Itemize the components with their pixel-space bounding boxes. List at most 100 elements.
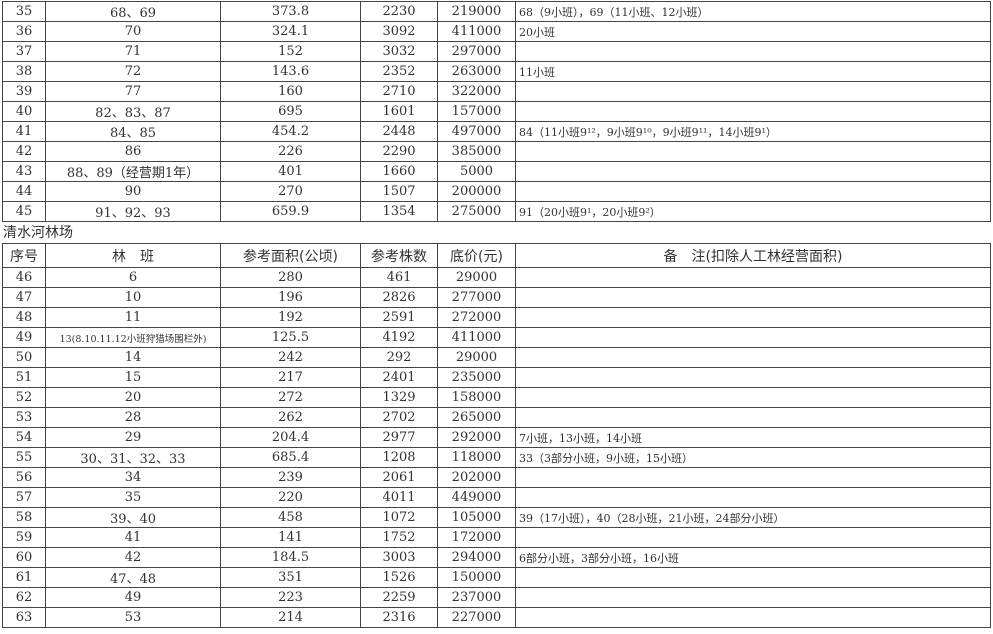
cell-area: 192 (220, 307, 361, 328)
cell-lot: 15 (45, 367, 221, 388)
cell-notes (515, 407, 991, 428)
cell-count: 4192 (360, 327, 438, 348)
table-row: 59 41 141 1752 172000 (2, 527, 991, 548)
cell-price: 275000 (437, 201, 516, 222)
forest-lots-table-part1: 35 68、69 373.8 2230 219000 68（9小班），69（11小班、12… (2, 1, 991, 222)
cell-index: 63 (2, 607, 46, 628)
table-row: 50 14 242 292 29000 (2, 347, 991, 368)
cell-count: 2401 (360, 367, 438, 388)
header-notes: 备 注(扣除人工林经营面积) (515, 243, 991, 268)
cell-count: 1329 (360, 387, 438, 408)
cell-lot: 28 (45, 407, 221, 428)
cell-lot: 30、31、32、33 (45, 447, 221, 468)
cell-count: 1507 (360, 181, 438, 202)
cell-index: 54 (2, 427, 46, 448)
header-lot: 林 班 (45, 243, 221, 268)
cell-price: 157000 (437, 101, 516, 122)
cell-index: 47 (2, 287, 46, 308)
cell-lot: 10 (45, 287, 221, 308)
cell-lot: 13(8.10.11.12小班狩猎场围栏外) (45, 327, 221, 348)
cell-index: 57 (2, 487, 46, 508)
cell-area: 196 (220, 287, 361, 308)
cell-area: 351 (220, 567, 361, 588)
cell-notes: 39（17小班），40（28小班，21小班，24部分小班） (515, 507, 991, 528)
cell-price: 29000 (437, 347, 516, 368)
cell-count: 1601 (360, 101, 438, 122)
cell-lot: 91、92、93 (45, 201, 221, 222)
cell-area: 280 (220, 267, 361, 288)
cell-lot: 6 (45, 267, 221, 288)
cell-price: 219000 (437, 1, 516, 22)
table-row: 63 53 214 2316 227000 (2, 607, 991, 628)
cell-notes (515, 267, 991, 288)
cell-notes (515, 487, 991, 508)
table-row: 52 20 272 1329 158000 (2, 387, 991, 408)
cell-index: 43 (2, 161, 46, 182)
cell-price: 294000 (437, 547, 516, 568)
cell-lot: 70 (45, 21, 221, 42)
cell-count: 1072 (360, 507, 438, 528)
cell-count: 1526 (360, 567, 438, 588)
cell-area: 659.9 (220, 201, 361, 222)
header-area: 参考面积(公顷) (220, 243, 361, 268)
cell-lot: 35 (45, 487, 221, 508)
cell-count: 461 (360, 267, 438, 288)
cell-index: 36 (2, 21, 46, 42)
cell-notes (515, 527, 991, 548)
cell-notes (515, 467, 991, 488)
table-row: 53 28 262 2702 265000 (2, 407, 991, 428)
cell-lot: 84、85 (45, 121, 221, 142)
cell-notes (515, 141, 991, 162)
cell-index: 60 (2, 547, 46, 568)
cell-price: 202000 (437, 467, 516, 488)
cell-price: 277000 (437, 287, 516, 308)
cell-index: 50 (2, 347, 46, 368)
cell-price: 150000 (437, 567, 516, 588)
cell-index: 53 (2, 407, 46, 428)
table-row: 57 35 220 4011 449000 (2, 487, 991, 508)
cell-index: 44 (2, 181, 46, 202)
cell-area: 141 (220, 527, 361, 548)
cell-index: 42 (2, 141, 46, 162)
table-row: 41 84、85 454.2 2448 497000 84（11小班9¹²，9小班9¹⁰，… (2, 121, 991, 142)
cell-price: 118000 (437, 447, 516, 468)
cell-notes (515, 347, 991, 368)
table-row: 49 13(8.10.11.12小班狩猎场围栏外) 125.5 4192 411000 (2, 327, 991, 348)
cell-count: 3032 (360, 41, 438, 62)
cell-index: 45 (2, 201, 46, 222)
cell-area: 239 (220, 467, 361, 488)
cell-notes (515, 101, 991, 122)
cell-price: 265000 (437, 407, 516, 428)
cell-area: 262 (220, 407, 361, 428)
cell-notes: 84（11小班9¹²，9小班9¹⁰，9小班9¹¹，14小班9¹） (515, 121, 991, 142)
cell-area: 324.1 (220, 21, 361, 42)
cell-area: 373.8 (220, 1, 361, 22)
header-row: 序号 林 班 参考面积(公顷) 参考株数 底价(元) 备 注(扣除人工林经营面积… (2, 243, 991, 268)
cell-index: 41 (2, 121, 46, 142)
cell-area: 143.6 (220, 61, 361, 82)
cell-lot: 49 (45, 587, 221, 608)
cell-index: 49 (2, 327, 46, 348)
table-row: 51 15 217 2401 235000 (2, 367, 991, 388)
table-row: 45 91、92、93 659.9 1354 275000 91（20小班9¹，20小班9… (2, 201, 991, 222)
table-row: 42 86 226 2290 385000 (2, 141, 991, 162)
cell-count: 3092 (360, 21, 438, 42)
section-title: 清水河林场 (3, 225, 73, 241)
cell-count: 2061 (360, 467, 438, 488)
cell-price: 322000 (437, 81, 516, 102)
cell-area: 685.4 (220, 447, 361, 468)
cell-notes: 33（3部分小班，9小班，15小班） (515, 447, 991, 468)
table-row: 60 42 184.5 3003 294000 6部分小班，3部分小班，16小班 (2, 547, 991, 568)
cell-notes (515, 181, 991, 202)
cell-index: 61 (2, 567, 46, 588)
cell-notes (515, 287, 991, 308)
cell-price: 411000 (437, 21, 516, 42)
cell-count: 3003 (360, 547, 438, 568)
cell-index: 55 (2, 447, 46, 468)
cell-price: 237000 (437, 587, 516, 608)
table-row: 55 30、31、32、33 685.4 1208 118000 33（3部分小班，9小班… (2, 447, 991, 468)
cell-area: 226 (220, 141, 361, 162)
table-row: 48 11 192 2591 272000 (2, 307, 991, 328)
cell-notes (515, 41, 991, 62)
cell-lot: 68、69 (45, 1, 221, 22)
